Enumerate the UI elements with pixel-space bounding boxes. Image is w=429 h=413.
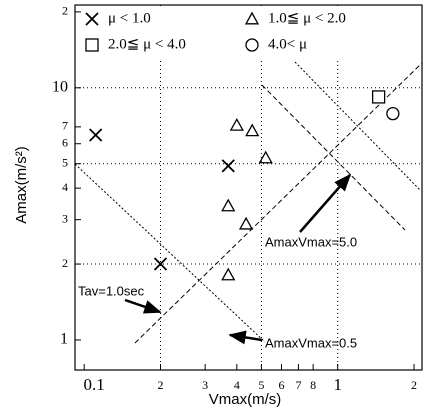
data-point [153,257,168,271]
x-tick-label: 4 [234,378,240,392]
data-point [229,117,244,131]
data-point [258,150,273,164]
y-tick-label: 4 [62,180,68,194]
y-tick-label: 1 [60,331,68,348]
reference-line [74,163,266,343]
data-point [89,128,103,142]
legend-marker [85,38,99,52]
y-tick-label: 5 [62,155,68,169]
x-tick-label: 3 [202,378,208,392]
legend-marker [85,12,99,26]
x-tick-label: 6 [278,378,284,392]
reference-line [294,61,421,191]
plot-frame [74,4,423,371]
reference-line [134,62,423,344]
y-axis-label: Amax(m/s²) [13,146,30,224]
legend-marker [244,11,260,25]
annotation-arrow [228,330,263,345]
x-tick-label: 8 [310,378,316,392]
data-point [238,216,254,230]
data-point [221,198,236,212]
grid [75,5,422,370]
annotation: Tav=1.0sec [78,283,145,298]
annotation-arrow [299,173,352,233]
legend-label: 1.0≦ μ < 2.0 [268,10,346,26]
x-axis-label: Vmax(m/s) [209,391,282,408]
y-tick-label: 6 [62,135,68,149]
data-point [221,159,235,173]
data-point [371,90,386,104]
annotation: AmaxVmax=5.0 [265,234,357,249]
annotation: AmaxVmax=0.5 [265,335,357,350]
y-tick-label: 3 [62,211,68,225]
y-tick-label: 10 [52,78,68,95]
x-tick-label: 5 [258,378,264,392]
annotation-arrow [124,298,162,314]
y-tick-label: 2 [62,256,68,270]
x-tick-label: 1 [333,375,342,394]
x-tick-label: 2 [411,378,417,392]
data-point [245,123,260,137]
data-point [221,267,236,281]
data-point [386,106,400,121]
y-tick-label: 7 [62,119,68,133]
x-tick-label: 7 [295,378,301,392]
x-tick-label: 0.1 [84,375,105,394]
legend-label: μ < 1.0 [108,10,151,26]
reference-line [261,84,406,231]
legend-marker [245,38,259,52]
legend-label: 2.0≦ μ < 4.0 [108,36,186,52]
x-tick-label: 2 [158,378,164,392]
legend-label: 4.0< μ [268,36,307,52]
y-tick-label: 2 [62,4,68,18]
